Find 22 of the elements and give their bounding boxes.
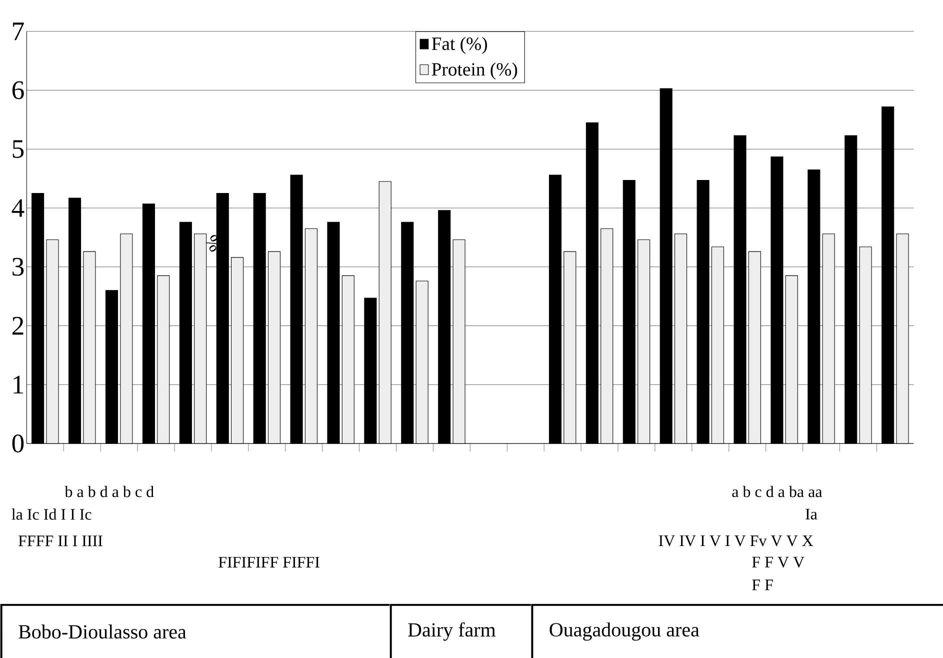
legend-label: Protein (%) <box>432 62 518 80</box>
text: FFFF II I IIII <box>18 536 102 546</box>
y-tick-label: 7 <box>13 22 24 40</box>
text: FIFIFIFF FIFFI <box>218 556 320 568</box>
text: IV IV I V I V Fv V V X <box>658 535 814 546</box>
text: F F <box>752 580 773 590</box>
text: la Ic Id I I Ic <box>12 508 92 520</box>
text: Dairy farm <box>408 622 496 641</box>
text: Bobo-Dioulasso area <box>18 624 186 638</box>
text: Ia <box>806 508 818 520</box>
y-tick-label: 2 <box>12 316 24 334</box>
text: F F V V <box>752 556 804 568</box>
text: b a b d a b c d <box>64 486 154 498</box>
y-tick-label: 0 <box>12 434 24 452</box>
text: Ouagadougou area <box>550 622 700 641</box>
y-tick-label: 6 <box>12 81 24 100</box>
y-tick-label: 3 <box>12 258 24 276</box>
legend-label: Fat (%) <box>432 36 487 54</box>
y-tick-label: 1 <box>14 376 24 394</box>
y-tick-label: 5 <box>12 140 24 158</box>
y-tick-label: 4 <box>12 199 24 217</box>
text: a b c d a ba aa <box>732 486 822 498</box>
